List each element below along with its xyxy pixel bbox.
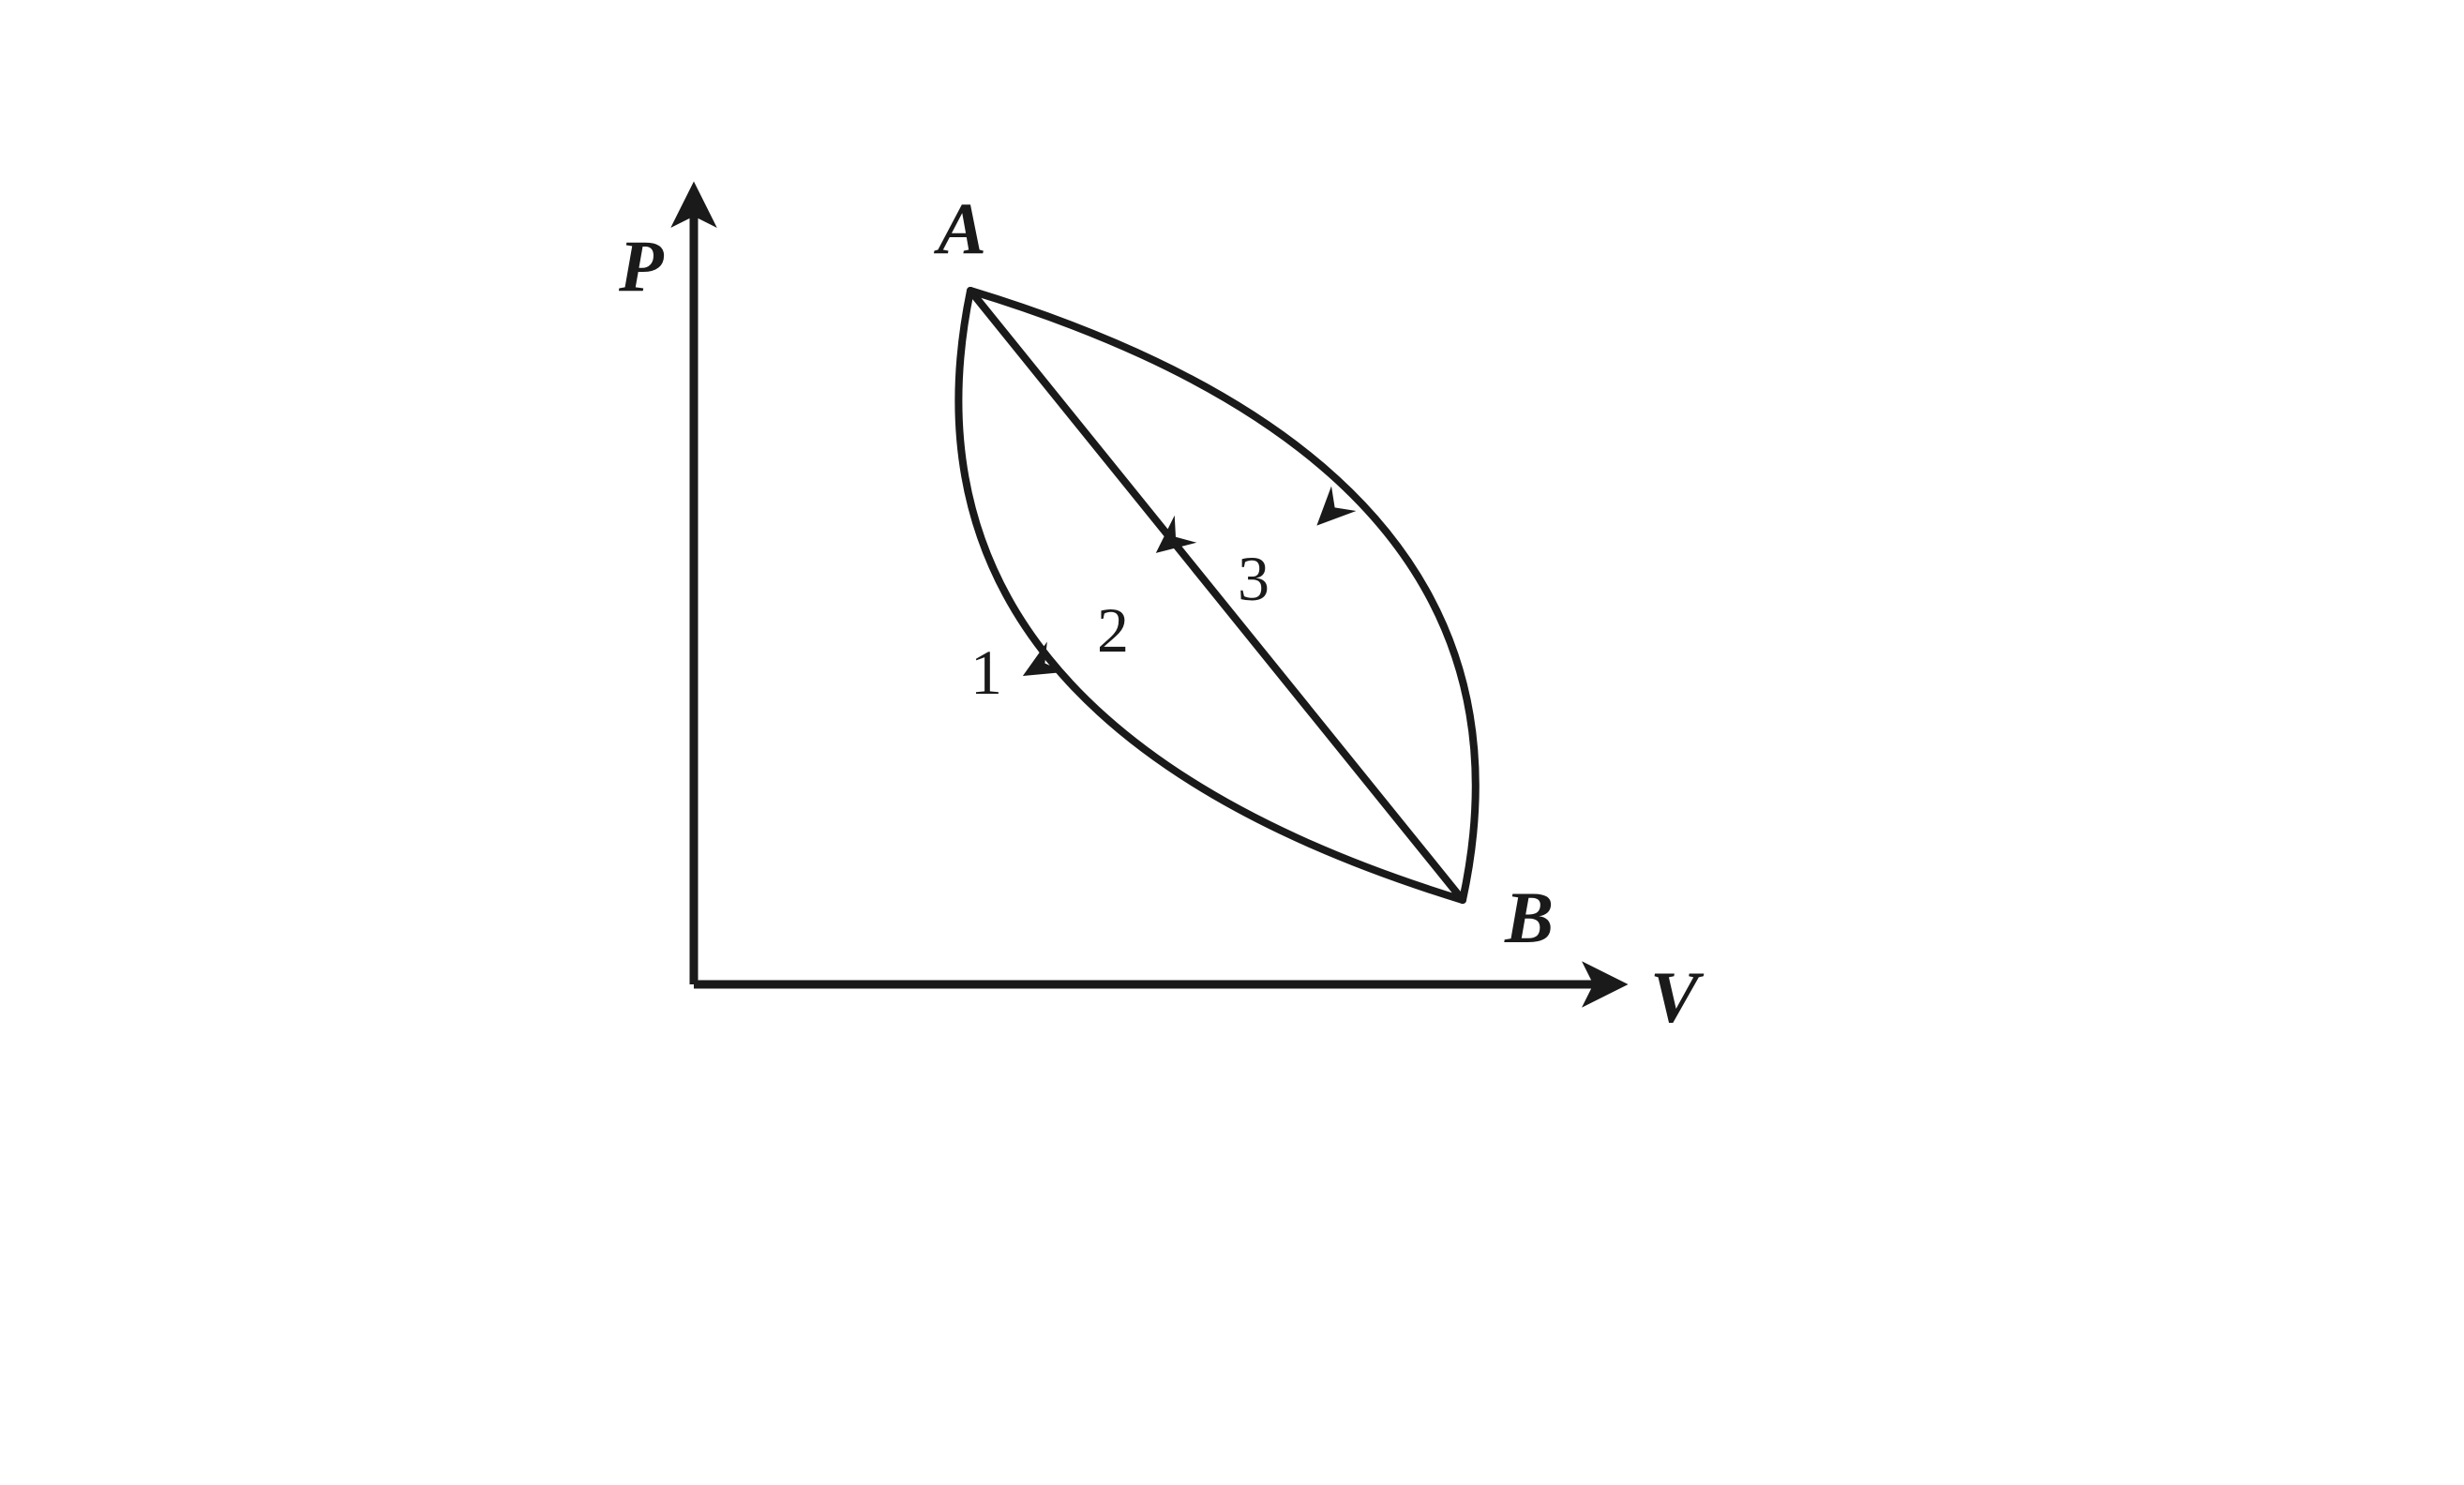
x-axis-label: V [1650,956,1705,1038]
path-2-label: 2 [1097,594,1129,666]
pv-diagram-canvas: P V 1 2 3 A B [0,0,2464,1485]
path-labels-group: 1 2 3 [970,543,1270,708]
path-1-label: 1 [970,637,1002,708]
path-arrows-group [1014,487,1357,692]
point-a-label: A [933,188,986,269]
path-3-label: 3 [1238,543,1270,614]
pv-diagram-svg: P V 1 2 3 A B [0,0,2464,1485]
path-2 [970,291,1463,900]
point-b-label: B [1504,877,1554,958]
y-axis-label: P [618,225,665,307]
paths-group [958,291,1475,900]
